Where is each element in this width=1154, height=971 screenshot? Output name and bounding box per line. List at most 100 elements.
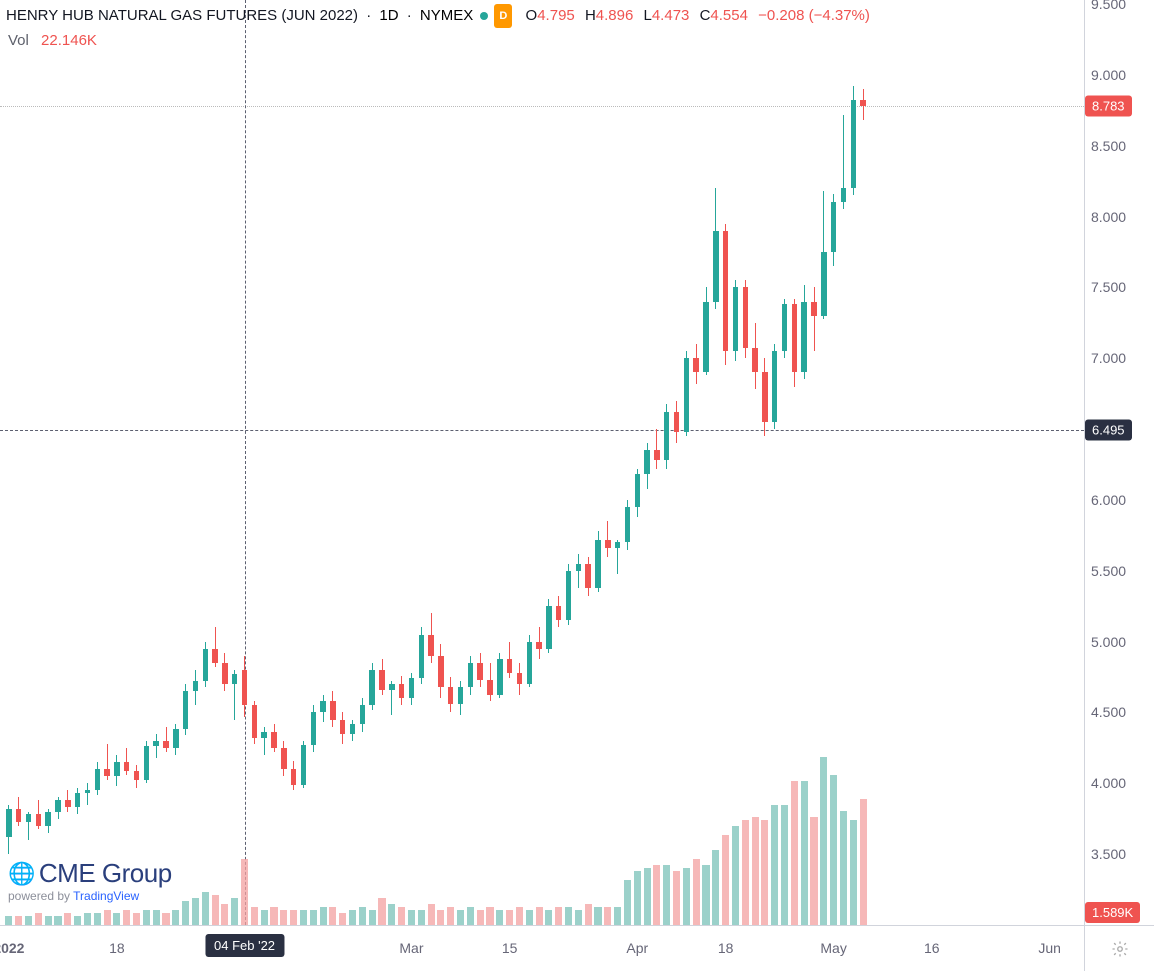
volume-bar xyxy=(182,901,189,925)
volume-bar xyxy=(545,910,552,925)
candle-body xyxy=(517,673,522,684)
volume-bar xyxy=(241,859,248,925)
y-tick-label: 5.000 xyxy=(1091,634,1126,650)
volume-bar xyxy=(349,910,356,925)
volume-bar xyxy=(54,916,61,925)
candle-body xyxy=(75,793,80,807)
candle-body xyxy=(340,720,345,734)
x-tick-label: May xyxy=(820,940,846,956)
volume-bar xyxy=(565,907,572,925)
x-tick-label: Jun xyxy=(1038,940,1061,956)
candle-body xyxy=(261,732,266,738)
volume-bar xyxy=(123,910,130,925)
volume-bar xyxy=(15,916,22,925)
volume-bar xyxy=(408,910,415,925)
volume-bar xyxy=(290,910,297,925)
volume-bar xyxy=(624,880,631,925)
candle-body xyxy=(369,670,374,705)
volume-bar xyxy=(801,781,808,925)
crosshair-v-line xyxy=(245,0,246,925)
volume-bar xyxy=(64,913,71,925)
volume-bar xyxy=(251,907,258,925)
volume-bar xyxy=(575,910,582,925)
volume-bar xyxy=(84,913,91,925)
volume-bar xyxy=(496,910,503,925)
candle-body xyxy=(801,302,806,373)
candle-body xyxy=(320,701,325,712)
candle-body xyxy=(605,540,610,549)
volume-bar xyxy=(673,871,680,925)
candle-body xyxy=(684,358,689,432)
candle-body xyxy=(831,202,836,252)
candle-body xyxy=(811,302,816,316)
candle-body xyxy=(163,741,168,748)
candle-body xyxy=(252,705,257,738)
candle-wick xyxy=(578,554,579,588)
price-badge: 6.495 xyxy=(1085,419,1132,440)
candle-body xyxy=(379,670,384,690)
volume-bar xyxy=(820,757,827,925)
volume-bar xyxy=(388,904,395,925)
volume-bar xyxy=(555,907,562,925)
time-axis[interactable]: 20221804 Feb '22Mar15Apr18May16Jun xyxy=(0,925,1084,971)
volume-bar xyxy=(369,910,376,925)
volume-bar xyxy=(663,865,670,925)
x-tick-label: 16 xyxy=(924,940,940,956)
volume-bar xyxy=(477,910,484,925)
volume-bar xyxy=(25,916,32,925)
candle-body xyxy=(419,635,424,679)
candle-body xyxy=(595,540,600,588)
volume-bar xyxy=(280,910,287,925)
instrument-title: HENRY HUB NATURAL GAS FUTURES (JUN 2022) xyxy=(6,7,358,24)
exchange-label: NYMEX xyxy=(420,7,473,24)
y-tick-label: 9.500 xyxy=(1091,0,1126,12)
candle-body xyxy=(222,663,227,684)
volume-badge: 1.589K xyxy=(1085,902,1140,923)
candle-body xyxy=(104,769,109,776)
chart-area[interactable]: HENRY HUB NATURAL GAS FUTURES (JUN 2022)… xyxy=(0,0,1084,925)
candle-body xyxy=(477,663,482,680)
candle-wick xyxy=(166,727,167,753)
volume-bar xyxy=(683,868,690,925)
volume-bar xyxy=(212,895,219,925)
candle-body xyxy=(527,642,532,685)
candle-body xyxy=(566,571,571,621)
settings-corner[interactable] xyxy=(1084,925,1154,971)
x-tick-label: Mar xyxy=(399,940,423,956)
price-axis[interactable]: 3.5004.0004.5005.0005.5006.0006.4957.000… xyxy=(1084,0,1154,925)
candle-body xyxy=(399,684,404,698)
volume-bar xyxy=(339,913,346,925)
volume-bar xyxy=(536,907,543,925)
candle-body xyxy=(703,302,708,373)
candle-body xyxy=(821,252,826,316)
candle-body xyxy=(65,800,70,807)
candle-body xyxy=(350,724,355,734)
volume-bar xyxy=(261,910,268,925)
candle-body xyxy=(330,701,335,719)
volume-bar xyxy=(104,910,111,925)
x-tick-label: 18 xyxy=(109,940,125,956)
volume-bar xyxy=(457,910,464,925)
candle-body xyxy=(654,450,659,460)
volume-bar xyxy=(447,907,454,925)
brand-logo: 🌐CME Group powered by TradingView xyxy=(8,858,172,903)
candle-body xyxy=(733,287,738,351)
candle-body xyxy=(36,814,41,825)
volume-bar xyxy=(5,916,12,925)
candle-body xyxy=(134,771,139,781)
volume-bar xyxy=(732,826,739,925)
timeframe-badge[interactable]: D xyxy=(494,4,512,28)
ohlc-values: O4.795 H4.896 L4.473 C4.554 −0.208 (−4.3… xyxy=(520,7,870,24)
candle-body xyxy=(674,412,679,432)
candle-body xyxy=(301,745,306,785)
candle-body xyxy=(458,687,463,704)
candle-body xyxy=(95,769,100,790)
y-tick-label: 9.000 xyxy=(1091,67,1126,83)
candle-body xyxy=(281,748,286,769)
volume-bar xyxy=(644,868,651,925)
candle-body xyxy=(16,809,21,822)
candle-body xyxy=(752,348,757,372)
volume-bar xyxy=(810,817,817,925)
volume-bar xyxy=(771,805,778,925)
chart-header: HENRY HUB NATURAL GAS FUTURES (JUN 2022)… xyxy=(6,4,870,28)
